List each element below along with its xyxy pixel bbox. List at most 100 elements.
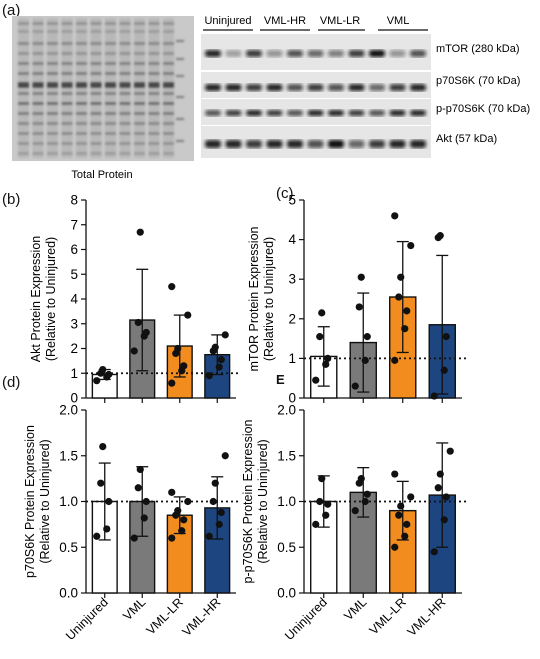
data-point: [134, 318, 142, 327]
data-point: [324, 354, 332, 362]
panel-label-b: (b): [2, 191, 21, 208]
panel-label-c: (c): [276, 185, 294, 202]
data-point: [209, 497, 217, 506]
total-protein-label: Total Protein: [71, 169, 132, 181]
data-point: [361, 356, 369, 364]
data-point: [391, 356, 399, 364]
y-tick-label: 6: [70, 242, 78, 257]
y-tick-label: 0.0: [277, 586, 296, 601]
data-point: [440, 366, 448, 374]
y-tick-label: 5: [70, 267, 78, 282]
data-point: [407, 493, 415, 501]
data-point: [221, 331, 229, 339]
data-point: [105, 370, 113, 379]
data-point: [99, 365, 107, 374]
data-point: [99, 443, 107, 451]
y-axis-label: mTOR Protein Expression: [247, 226, 261, 371]
data-point: [391, 470, 399, 478]
y-tick-label: 2.0: [59, 403, 78, 418]
data-point: [130, 347, 138, 355]
data-point: [211, 343, 219, 351]
y-tick-label: 8: [70, 193, 78, 208]
panel-label-e: E: [276, 372, 285, 387]
chart-b: 0 1 2 3 4 5 6 7 8 Akt Protein Expression (Relative…: [29, 193, 240, 406]
data-point: [215, 363, 223, 371]
y-axis-label: p70S6K Protein Expression: [23, 425, 37, 578]
x-tick-label: Uninjured: [282, 595, 330, 643]
data-point: [397, 502, 405, 510]
data-point: [180, 516, 188, 524]
data-point: [312, 520, 320, 528]
y-tick-label: 4: [288, 232, 296, 247]
y-tick-label: 1: [70, 366, 78, 381]
x-tick-label: VML-HR: [405, 595, 449, 639]
data-point: [430, 548, 438, 556]
y-tick-label: 0.5: [59, 540, 78, 555]
data-point: [205, 532, 213, 540]
y-tick-label: 1.5: [59, 448, 78, 463]
data-point: [184, 311, 192, 319]
data-point: [180, 362, 188, 370]
data-point: [442, 333, 450, 341]
band-label-akt: Akt (57 kDa): [436, 133, 497, 145]
x-tick-label: VML-LR: [144, 595, 186, 637]
data-point: [217, 356, 225, 364]
data-point: [178, 527, 186, 535]
western-blot-strips: [201, 34, 431, 158]
data-point: [130, 534, 138, 542]
data-point: [322, 360, 330, 368]
data-point: [140, 514, 148, 522]
x-tick-label: VML-LR: [367, 595, 409, 637]
y-tick-label: 0: [70, 391, 78, 406]
y-axis-label: p-p70S6K Protein Expression: [241, 419, 255, 583]
y-tick-label: 7: [70, 217, 78, 232]
blot-group-headers: Uninjured VML-HR VML-LR VML: [203, 15, 428, 31]
blot-group-label: Uninjured: [204, 15, 251, 27]
data-point: [221, 452, 229, 460]
y-tick-label: 1.0: [59, 494, 78, 509]
data-point: [97, 479, 105, 487]
data-point: [318, 309, 326, 317]
y-tick-label: 1: [288, 351, 296, 366]
data-point: [363, 333, 371, 341]
data-point: [217, 508, 225, 517]
data-point: [446, 447, 454, 455]
data-point: [391, 212, 399, 220]
data-point: [168, 283, 176, 291]
data-point: [324, 500, 332, 508]
data-point: [440, 516, 448, 524]
data-point: [357, 475, 365, 483]
data-point: [403, 520, 411, 528]
blot-group-label: VML: [387, 15, 410, 27]
data-point: [312, 376, 320, 384]
data-point: [363, 490, 371, 498]
data-point: [211, 479, 219, 487]
data-point: [357, 273, 365, 281]
y-tick-label: 0: [288, 391, 296, 406]
data-point: [136, 465, 144, 474]
y-tick-label: 2: [70, 341, 78, 356]
y-axis-label: (Relative to Uninjured): [256, 439, 270, 563]
data-point: [434, 484, 442, 492]
x-tick-label: VML: [341, 595, 369, 623]
data-point: [395, 293, 403, 301]
data-point: [134, 484, 142, 492]
y-tick-label: 0.5: [277, 540, 296, 555]
x-tick-label: VML-HR: [180, 595, 224, 639]
chart-e: 0.0 0.5 1.0 1.5 2.0 p-p70S6K Protein Expressi…: [241, 403, 466, 643]
y-tick-label: 0.0: [59, 586, 78, 601]
panel-label-d: (d): [2, 374, 21, 391]
total-protein-gel: [12, 16, 194, 161]
band-label-p-p70s6k: p-p70S6K (70 kDa): [436, 103, 530, 115]
data-point: [318, 475, 326, 483]
blot-group-label: VML-HR: [264, 15, 306, 27]
data-point: [136, 228, 144, 236]
data-point: [430, 392, 438, 400]
data-point: [442, 493, 450, 501]
data-point: [395, 511, 403, 519]
data-point: [403, 307, 411, 315]
y-axis-label: (Relative to Uninjured): [262, 237, 276, 361]
data-point: [391, 543, 399, 551]
x-tick-label: Uninjured: [63, 595, 111, 643]
